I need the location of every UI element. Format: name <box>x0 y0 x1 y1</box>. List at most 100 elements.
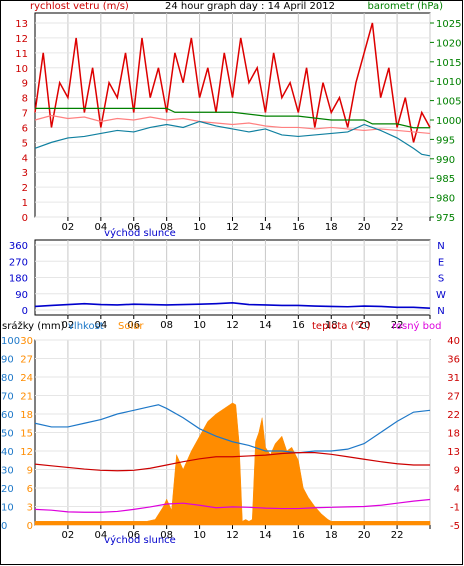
wind-x-tick-label: 16 <box>292 222 305 233</box>
wind-axis-label: rychlost vetru (m/s) <box>30 1 129 12</box>
compass-label: N <box>437 241 444 252</box>
wind-x-tick-label: 18 <box>325 222 338 233</box>
temperature-tick-label: 36 <box>447 355 460 366</box>
solar-tick-label: 15 <box>20 429 33 440</box>
humidity-tick-label: 70 <box>1 392 14 403</box>
direction-tick-label: 180 <box>9 274 28 285</box>
humidity-tick-label: 60 <box>1 410 14 421</box>
legend-2: Solar <box>118 321 144 332</box>
solar-tick-label: 27 <box>20 355 33 366</box>
wind-left-tick-label: 6 <box>22 123 28 134</box>
wind-x-tick-label: 10 <box>193 222 206 233</box>
legend-0: srážky (mm) <box>2 320 65 332</box>
pressure-tick-label: 985 <box>436 174 455 185</box>
temperature-tick-label: 9 <box>454 466 460 477</box>
compass-label: W <box>436 290 446 301</box>
humidity-tick-label: 10 <box>1 503 14 514</box>
series-rosn <box>34 498 431 513</box>
direction-x-tick-label: 18 <box>325 320 338 331</box>
direction-x-tick-label: 14 <box>259 320 272 331</box>
humidity-tick-label: 50 <box>1 429 14 440</box>
wind-left-tick-label: 12 <box>15 34 28 45</box>
wind-x-tick-label: 06 <box>127 222 140 233</box>
direction-x-tick-label: 06 <box>127 320 140 331</box>
temperature-tick-label: -1 <box>450 503 460 514</box>
solar-tick-label: 6 <box>27 484 33 495</box>
direction-x-tick-label: 12 <box>226 320 239 331</box>
wind-x-tick-label: 12 <box>226 222 239 233</box>
solar-tick-label: 21 <box>20 392 33 403</box>
series-prmrn <box>34 120 431 157</box>
climate-x-tick-label: 22 <box>391 530 404 541</box>
sunrise-label: východ slunce <box>104 227 176 239</box>
humidity-tick-label: 100 <box>1 336 20 347</box>
climate-x-tick-label: 14 <box>259 530 272 541</box>
wind-left-tick-label: 0 <box>22 213 28 224</box>
climate-x-tick-label: 16 <box>292 530 305 541</box>
temperature-tick-label: 40 <box>447 336 460 347</box>
solar-tick-label: 9 <box>27 466 33 477</box>
temperature-tick-label: -5 <box>450 521 460 532</box>
pressure-tick-label: 975 <box>436 213 455 224</box>
series-vlhkost <box>34 404 431 454</box>
temperature-tick-label: 27 <box>447 392 460 403</box>
wind-left-tick-label: 11 <box>15 49 28 60</box>
solar-tick-label: 18 <box>20 410 33 421</box>
pressure-tick-label: 1005 <box>436 97 461 108</box>
wind-left-tick-label: 3 <box>22 168 28 179</box>
series-nrazy <box>34 114 431 135</box>
direction-tick-label: 270 <box>9 257 28 268</box>
climate-x-tick-label: 02 <box>62 530 75 541</box>
humidity-tick-label: 0 <box>1 521 7 532</box>
temperature-tick-label: 22 <box>447 410 460 421</box>
sunrise-label-bottom: východ slunce <box>104 534 176 546</box>
series-wind-direction <box>34 301 431 309</box>
direction-x-tick-label: 02 <box>62 320 75 331</box>
wind-x-tick-label: 08 <box>160 222 173 233</box>
compass-label: N <box>437 306 444 317</box>
climate-x-tick-label: 18 <box>325 530 338 541</box>
direction-x-tick-label: 08 <box>160 320 173 331</box>
wind-x-tick-label: 02 <box>62 222 75 233</box>
temperature-tick-label: 13 <box>447 447 460 458</box>
solar-tick-label: 30 <box>20 336 33 347</box>
pressure-tick-label: 980 <box>436 194 455 205</box>
wind-x-tick-label: 14 <box>259 222 272 233</box>
pressure-tick-label: 1010 <box>436 77 461 88</box>
legend-3: teplota (°C) <box>312 321 370 332</box>
humidity-tick-label: 20 <box>1 484 14 495</box>
direction-x-tick-label: 10 <box>193 320 206 331</box>
climate-x-tick-label: 08 <box>160 530 173 541</box>
direction-x-tick-label: 22 <box>391 320 404 331</box>
wind-left-tick-label: 9 <box>22 79 28 90</box>
pressure-tick-label: 1025 <box>436 19 461 30</box>
wind-left-tick-label: 5 <box>22 138 28 149</box>
series-teplota <box>34 452 430 472</box>
wind-left-tick-label: 1 <box>22 198 28 209</box>
pressure-tick-label: 1000 <box>436 116 461 127</box>
legend-1: vlhkost <box>68 321 104 332</box>
wind-x-tick-label: 04 <box>94 222 107 233</box>
humidity-tick-label: 90 <box>1 355 14 366</box>
wind-left-tick-label: 8 <box>22 94 28 105</box>
solar-tick-label: 0 <box>27 521 33 532</box>
wind-x-tick-label: 22 <box>391 222 404 233</box>
direction-x-tick-label: 16 <box>292 320 305 331</box>
series-barometr <box>35 107 430 129</box>
series-solar <box>34 402 431 526</box>
wind-x-tick-label: 20 <box>358 222 371 233</box>
direction-x-tick-label: 20 <box>358 320 371 331</box>
temperature-tick-label: 31 <box>447 373 460 384</box>
humidity-tick-label: 40 <box>1 447 14 458</box>
series-rychlost <box>34 22 431 143</box>
direction-tick-label: 90 <box>15 290 28 301</box>
wind-left-tick-label: 13 <box>15 19 28 30</box>
compass-label: S <box>438 274 444 285</box>
direction-tick-label: 360 <box>9 241 28 252</box>
wind-left-tick-label: 10 <box>15 64 28 75</box>
climate-x-tick-label: 10 <box>193 530 206 541</box>
pressure-tick-label: 1020 <box>436 38 461 49</box>
pressure-tick-label: 990 <box>436 155 455 166</box>
